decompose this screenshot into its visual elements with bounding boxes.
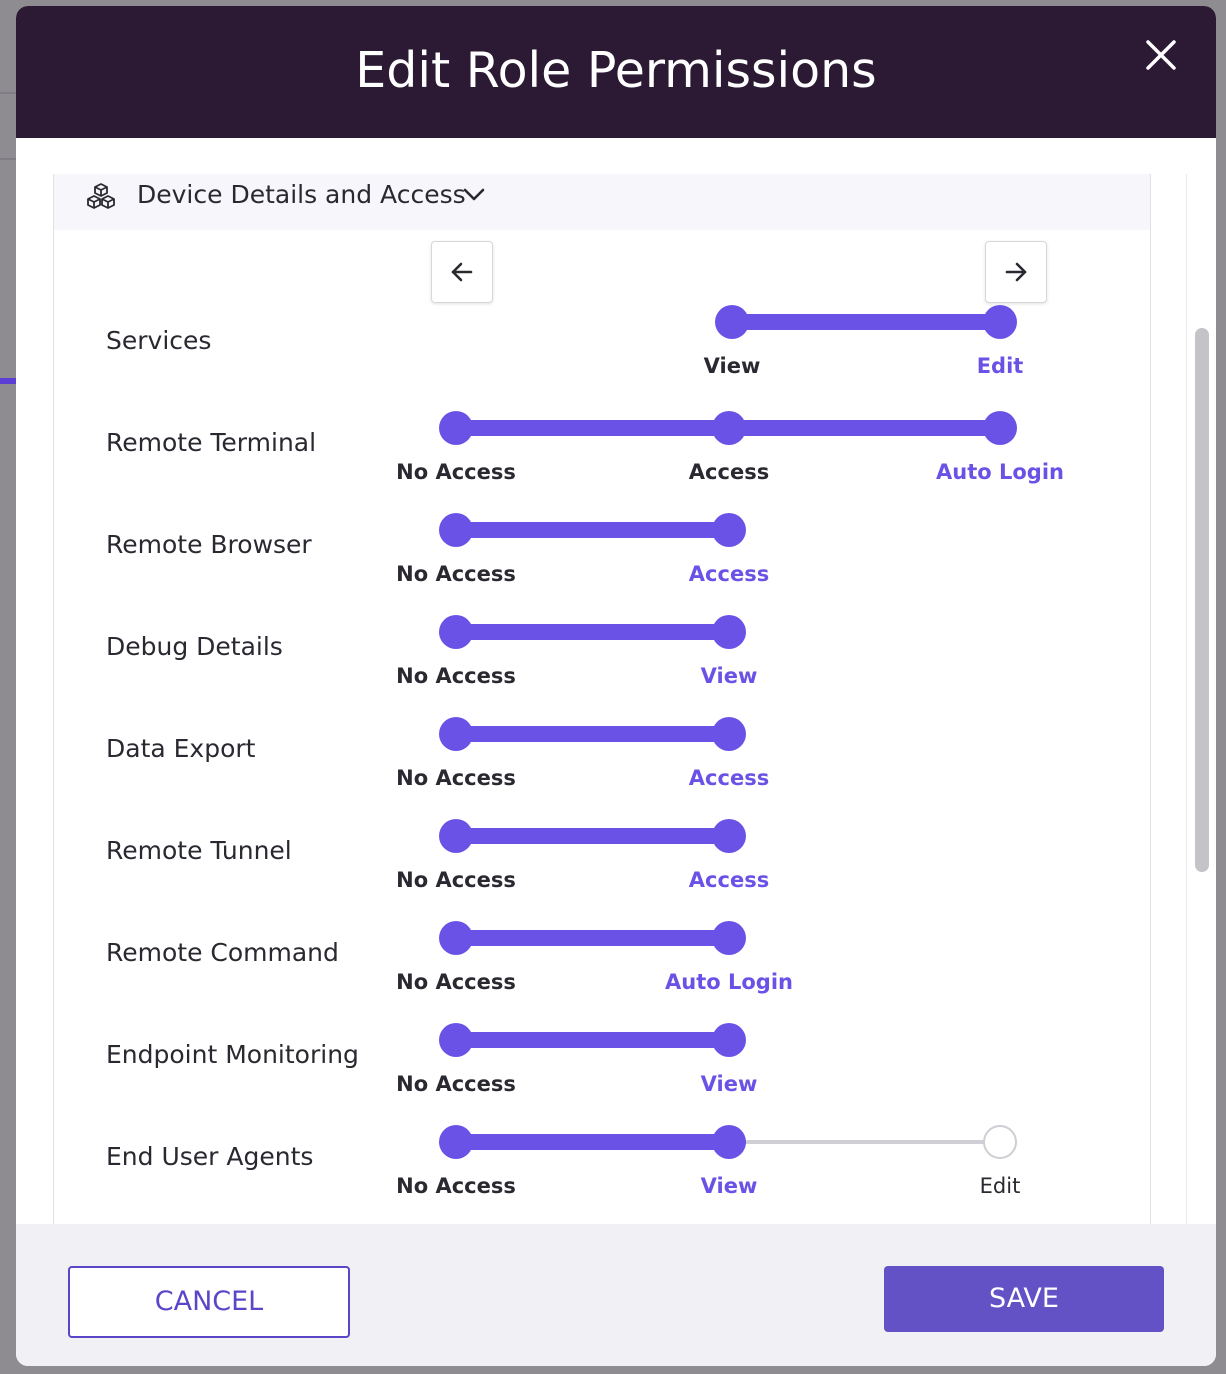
permission-row: Remote Terminal No Access Access Auto Login bbox=[16, 411, 1216, 530]
permission-row: End User Agents No Access View Edit bbox=[16, 1125, 1216, 1244]
slider-knob[interactable] bbox=[712, 1125, 746, 1159]
permission-slider[interactable]: No Access View bbox=[16, 1023, 1216, 1124]
permission-row: Data Export No Access Access bbox=[16, 717, 1216, 836]
slider-knob[interactable] bbox=[712, 1023, 746, 1057]
slider-fill bbox=[456, 1032, 729, 1048]
permission-row: Debug Details No Access View bbox=[16, 615, 1216, 734]
permission-row: Remote Command No Access Auto Login bbox=[16, 921, 1216, 1040]
slider-step-label[interactable]: No Access bbox=[396, 766, 516, 790]
slider-knob[interactable] bbox=[439, 717, 473, 751]
slider-knob[interactable] bbox=[712, 921, 746, 955]
cancel-button[interactable]: CANCEL bbox=[68, 1266, 350, 1338]
slider-knob[interactable] bbox=[712, 819, 746, 853]
permission-label: Remote Tunnel bbox=[106, 836, 292, 865]
slider-knob[interactable] bbox=[439, 513, 473, 547]
slider-step-label[interactable]: Access bbox=[688, 868, 770, 892]
slider-knob[interactable] bbox=[439, 921, 473, 955]
slider-knob[interactable] bbox=[439, 819, 473, 853]
cubes-icon bbox=[86, 181, 116, 211]
slider-knob[interactable] bbox=[715, 305, 749, 339]
slider-step-label[interactable]: No Access bbox=[396, 970, 516, 994]
permission-label: End User Agents bbox=[106, 1142, 314, 1171]
slider-fill bbox=[456, 828, 729, 844]
slider-step-label[interactable]: Auto Login bbox=[665, 970, 793, 994]
permission-label: Services bbox=[106, 326, 212, 355]
permission-label: Endpoint Monitoring bbox=[106, 1040, 359, 1069]
slider-knob[interactable] bbox=[439, 1125, 473, 1159]
modal-body: Device Details and Access bbox=[16, 138, 1216, 1224]
slider-step-label[interactable]: Edit bbox=[979, 1174, 1021, 1198]
permission-row: Remote Browser No Access Access bbox=[16, 513, 1216, 632]
save-button[interactable]: SAVE bbox=[884, 1266, 1164, 1332]
slider-fill bbox=[456, 522, 729, 538]
slider-step-label[interactable]: Auto Login bbox=[936, 460, 1064, 484]
permission-label: Data Export bbox=[106, 734, 256, 763]
slider-knob[interactable] bbox=[983, 305, 1017, 339]
permission-row: Services View Edit bbox=[16, 305, 1216, 428]
slider-step-label[interactable]: No Access bbox=[396, 1174, 516, 1198]
permission-label: Remote Terminal bbox=[106, 428, 317, 457]
slider-step-label[interactable]: View bbox=[700, 664, 758, 688]
permission-slider[interactable]: No Access Access Auto Login bbox=[16, 411, 1216, 512]
edit-role-permissions-dialog: Edit Role Permissions bbox=[16, 6, 1216, 1366]
slider-knob[interactable] bbox=[983, 411, 1017, 445]
permission-row: Remote Tunnel No Access Access bbox=[16, 819, 1216, 938]
permission-section: Device Details and Access bbox=[53, 174, 1151, 1224]
slider-knob[interactable] bbox=[712, 717, 746, 751]
slider-knob[interactable] bbox=[712, 615, 746, 649]
section-title: Device Details and Access bbox=[137, 180, 466, 209]
slider-knob[interactable] bbox=[439, 1023, 473, 1057]
slider-knob[interactable] bbox=[439, 411, 473, 445]
slider-fill bbox=[732, 314, 1000, 330]
scroll-left-button[interactable] bbox=[431, 241, 493, 303]
slider-step-label[interactable]: No Access bbox=[396, 1072, 516, 1096]
permission-slider[interactable]: View Edit bbox=[16, 305, 1216, 406]
slider-step-label[interactable]: Access bbox=[688, 766, 770, 790]
slider-step-label[interactable]: View bbox=[703, 354, 761, 378]
slider-step-label[interactable]: Access bbox=[688, 562, 770, 586]
section-header[interactable]: Device Details and Access bbox=[54, 174, 1150, 230]
slider-step-label[interactable]: View bbox=[700, 1174, 758, 1198]
permission-slider[interactable]: No Access Auto Login bbox=[16, 921, 1216, 1022]
permission-slider[interactable]: No Access Access bbox=[16, 717, 1216, 818]
slider-step-label[interactable]: View bbox=[700, 1072, 758, 1096]
slider-step-label[interactable]: Access bbox=[688, 460, 770, 484]
backdrop-divider bbox=[0, 158, 16, 160]
permission-label: Remote Browser bbox=[106, 530, 312, 559]
close-icon[interactable] bbox=[1144, 38, 1178, 72]
slider-knob[interactable] bbox=[983, 1125, 1017, 1159]
modal-footer: CANCEL SAVE bbox=[16, 1224, 1216, 1366]
slider-fill bbox=[456, 930, 729, 946]
permission-row: Endpoint Monitoring No Access View bbox=[16, 1023, 1216, 1142]
modal-title: Edit Role Permissions bbox=[355, 42, 877, 99]
backdrop-divider bbox=[0, 92, 16, 94]
modal-header: Edit Role Permissions bbox=[16, 6, 1216, 138]
chevron-down-icon[interactable] bbox=[462, 183, 486, 207]
slider-fill bbox=[456, 1134, 729, 1150]
slider-fill bbox=[456, 624, 729, 640]
permission-label: Remote Command bbox=[106, 938, 339, 967]
permission-label: Debug Details bbox=[106, 632, 283, 661]
slider-step-label[interactable]: Edit bbox=[976, 354, 1024, 378]
slider-step-label[interactable]: No Access bbox=[396, 562, 516, 586]
slider-knob[interactable] bbox=[712, 513, 746, 547]
slider-track[interactable] bbox=[729, 1140, 1000, 1144]
permission-slider[interactable]: No Access Access bbox=[16, 819, 1216, 920]
scroll-right-button[interactable] bbox=[985, 241, 1047, 303]
backdrop-accent bbox=[0, 378, 16, 384]
permission-slider[interactable]: No Access View Edit bbox=[16, 1125, 1216, 1226]
permission-slider[interactable]: No Access Access bbox=[16, 513, 1216, 614]
slider-fill bbox=[456, 726, 729, 742]
slider-step-label[interactable]: No Access bbox=[396, 868, 516, 892]
slider-knob[interactable] bbox=[439, 615, 473, 649]
slider-step-label[interactable]: No Access bbox=[396, 460, 516, 484]
slider-step-label[interactable]: No Access bbox=[396, 664, 516, 688]
slider-knob[interactable] bbox=[712, 411, 746, 445]
permission-slider[interactable]: No Access View bbox=[16, 615, 1216, 716]
scrollbar-thumb[interactable] bbox=[1195, 328, 1209, 872]
